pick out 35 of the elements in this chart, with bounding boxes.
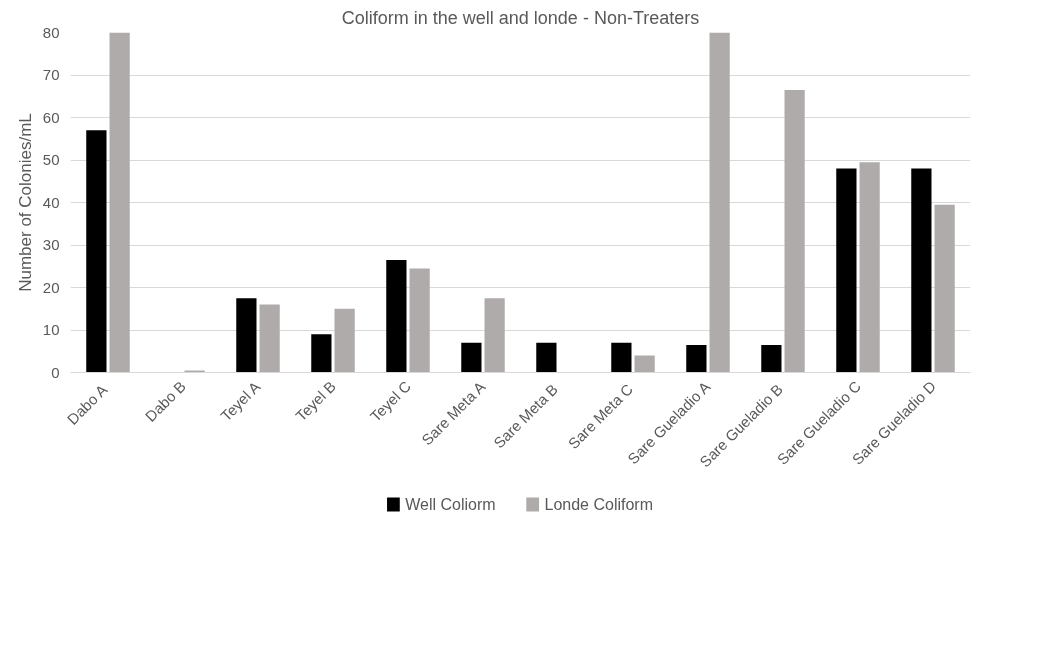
- bar: [461, 342, 482, 373]
- bar: [634, 355, 655, 373]
- bar: [761, 344, 782, 373]
- bar: [236, 298, 257, 373]
- bar: [686, 344, 707, 373]
- bar: [184, 370, 205, 373]
- legend-label: Londe Coliform: [544, 496, 653, 513]
- y-tick-label: 80: [42, 23, 60, 41]
- bar: [109, 32, 130, 373]
- bar: [484, 298, 505, 373]
- y-tick-label: 20: [42, 278, 60, 296]
- y-tick-label: 0: [51, 363, 60, 381]
- bar: [859, 162, 880, 373]
- bar: [911, 168, 932, 373]
- bar: [386, 259, 407, 373]
- y-tick-label: 50: [42, 151, 60, 168]
- bar: [836, 168, 857, 373]
- y-tick-label: 60: [42, 108, 60, 126]
- bar: [934, 204, 955, 373]
- y-tick-label: 10: [42, 321, 60, 338]
- bar: [709, 32, 730, 373]
- bar: [611, 342, 632, 373]
- bar: [259, 304, 280, 373]
- bar: [311, 334, 332, 373]
- bar: [409, 268, 430, 373]
- y-tick-label: 70: [42, 66, 60, 83]
- legend-label: Well Coliorm: [405, 496, 496, 513]
- y-tick-label: 40: [42, 193, 60, 211]
- bar: [334, 308, 355, 373]
- bar: [536, 342, 557, 373]
- y-tick-label: 30: [42, 236, 60, 253]
- bar: [86, 130, 107, 373]
- chart-title: Coliform in the well and londe - Non-Treaters: [341, 7, 700, 28]
- y-axis-title: Number of Colonies/mL: [15, 113, 35, 292]
- bar: [784, 89, 805, 373]
